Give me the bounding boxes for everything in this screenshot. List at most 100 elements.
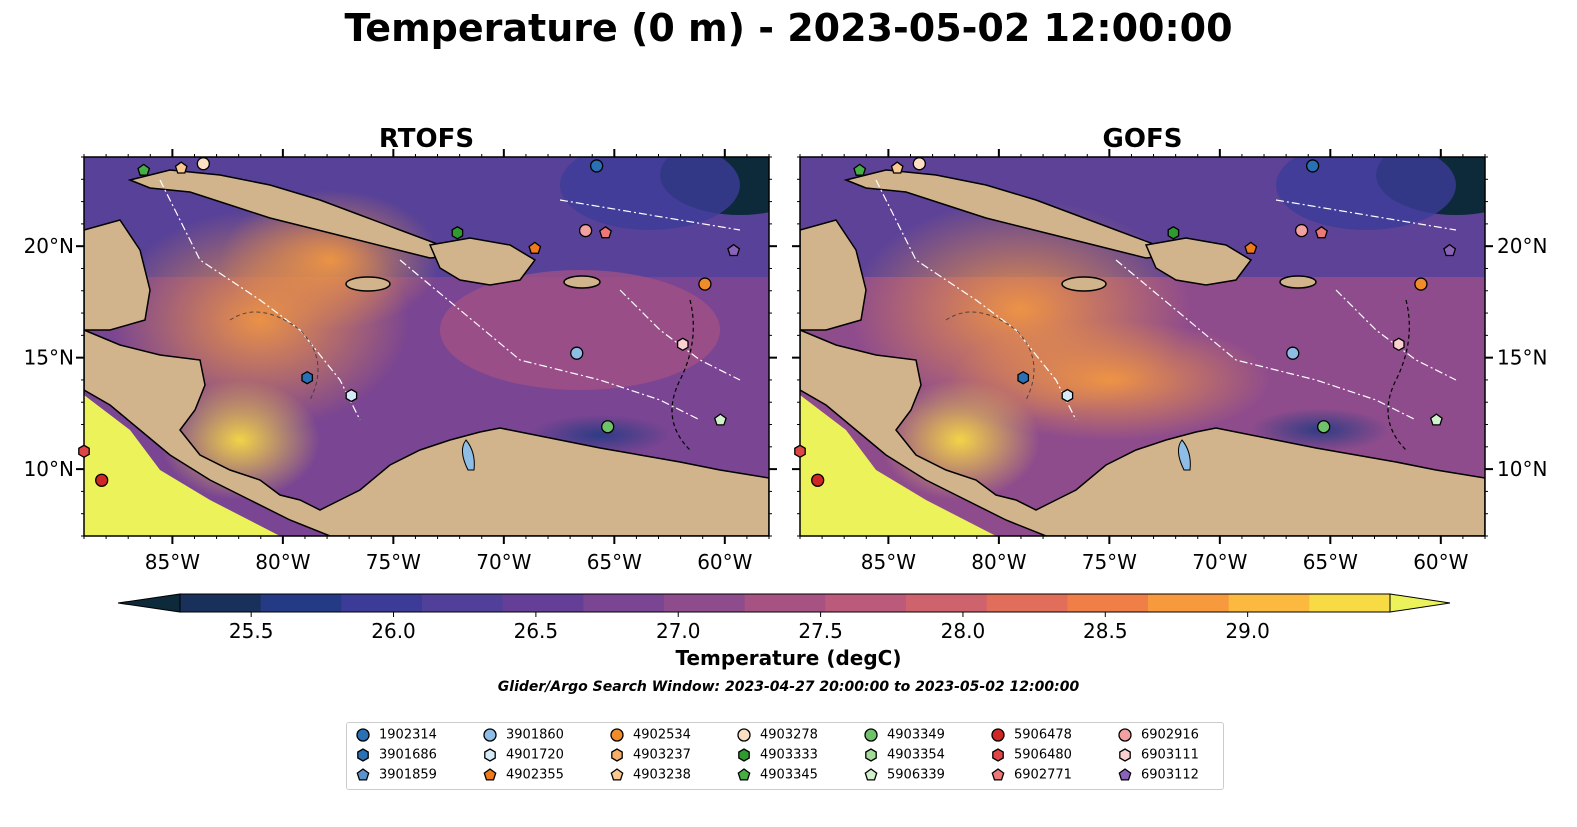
- hexagon-icon: [865, 748, 877, 762]
- float-marker-4903278: [196, 157, 210, 171]
- legend-label: 3901686: [379, 747, 437, 763]
- float-marker-4903333: [1167, 226, 1180, 240]
- pentagon-icon: [864, 768, 878, 781]
- float-marker-4903333: [451, 226, 464, 240]
- pentagon-icon: [737, 768, 751, 781]
- float-marker-3901686: [1017, 370, 1030, 385]
- legend-label: 6903112: [1141, 767, 1199, 783]
- lat-tick-label: 15°N: [24, 346, 74, 370]
- legend-item-4902355: 4902355: [482, 767, 564, 784]
- legend-item-6902771: 6902771: [990, 767, 1072, 784]
- map-panel-gofs: [799, 156, 1486, 537]
- float-marker-5906480: [78, 444, 90, 459]
- colorbar-segment: [502, 594, 584, 612]
- legend-item-4901720: 4901720: [482, 747, 564, 764]
- colorbar-segment: [1228, 594, 1310, 612]
- legend-label: 4903349: [887, 727, 945, 743]
- legend-item-6903112: 6903112: [1117, 767, 1199, 784]
- lon-tick-label: 60°W: [1413, 550, 1468, 574]
- float-legend: 1902314 3901686 3901859 3901860 4901720 49023…: [346, 722, 1224, 790]
- legend-label: 6903111: [1141, 747, 1199, 763]
- float-marker-3901860: [570, 346, 584, 360]
- colorbar-segment: [260, 594, 342, 612]
- pentagon-icon: [1118, 768, 1132, 781]
- colorbar-tick-label: 28.0: [941, 619, 986, 643]
- float-marker-5906339: [1429, 413, 1443, 426]
- lat-tick-label: 20°N: [1497, 234, 1547, 258]
- hexagon-icon: [992, 748, 1004, 762]
- panel-title: GOFS: [1103, 124, 1183, 154]
- legend-item-4903278: 4903278: [736, 727, 818, 744]
- float-marker-4903349: [1317, 420, 1331, 434]
- pentagon-icon: [356, 768, 370, 781]
- float-marker-6903112: [1443, 243, 1457, 257]
- float-marker-4902355: [1244, 241, 1258, 254]
- colorbar-segment: [986, 594, 1068, 612]
- panel-title: RTOFS: [379, 124, 474, 154]
- hexagon-icon: [611, 748, 623, 762]
- float-marker-4902355: [528, 241, 542, 254]
- hexagon-icon: [357, 748, 369, 762]
- legend-label: 4903237: [633, 747, 691, 763]
- legend-label: 6902916: [1141, 727, 1199, 743]
- legend-label: 4903354: [887, 747, 945, 763]
- colorbar-tick-label: 26.0: [371, 619, 416, 643]
- lon-tick-label: 70°W: [476, 550, 531, 574]
- float-marker-1902314: [589, 159, 604, 173]
- float-marker-6902771: [599, 225, 612, 239]
- lon-tick-label: 75°W: [1082, 550, 1137, 574]
- lon-tick-label: 65°W: [587, 550, 642, 574]
- legend-label: 5906478: [1014, 727, 1072, 743]
- legend-item-6903111: 6903111: [1117, 747, 1199, 764]
- colorbar-segment: [744, 594, 826, 612]
- legend-item-4903345: 4903345: [736, 767, 818, 784]
- lon-tick-label: 80°W: [255, 550, 310, 574]
- float-marker-4901720: [345, 388, 358, 403]
- float-marker-6902916: [578, 223, 593, 238]
- circle-icon: [864, 728, 878, 742]
- float-marker-4903345: [137, 163, 151, 176]
- pentagon-icon: [483, 768, 497, 781]
- float-marker-6902916: [1294, 223, 1309, 238]
- legend-label: 5906480: [1014, 747, 1072, 763]
- legend-label: 4901720: [506, 747, 564, 763]
- legend-item-3901859: 3901859: [355, 767, 437, 784]
- float-marker-6903111: [1392, 337, 1405, 352]
- colorbar-segment: [664, 594, 746, 612]
- float-marker-5906478: [811, 473, 825, 487]
- lon-tick-label: 85°W: [861, 550, 916, 574]
- legend-item-4903237: 4903237: [609, 747, 691, 764]
- lon-tick-label: 70°W: [1192, 550, 1247, 574]
- map-panel-rtofs: [83, 156, 770, 537]
- lon-tick-label: 80°W: [971, 550, 1026, 574]
- colorbar-tick-label: 26.5: [514, 619, 559, 643]
- lon-tick-label: 60°W: [697, 550, 752, 574]
- hexagon-icon: [484, 748, 496, 762]
- colorbar-extend-min: [117, 593, 181, 613]
- legend-item-5906478: 5906478: [990, 727, 1072, 744]
- colorbar-tick-label: 25.5: [229, 619, 274, 643]
- legend-item-3901860: 3901860: [482, 727, 564, 744]
- circle-icon: [483, 728, 497, 742]
- colorbar-segment: [1067, 594, 1149, 612]
- colorbar-extend-max: [1389, 593, 1451, 613]
- circle-icon: [610, 728, 624, 742]
- float-marker-5906478: [95, 473, 109, 487]
- circle-icon: [737, 728, 751, 742]
- colorbar-segment: [1148, 594, 1230, 612]
- hexagon-icon: [1119, 748, 1131, 762]
- legend-item-5906480: 5906480: [990, 747, 1072, 764]
- search-window-text: Glider/Argo Search Window: 2023-04-27 20…: [497, 679, 1080, 695]
- legend-label: 1902314: [379, 727, 437, 743]
- float-marker-4902534: [698, 277, 712, 291]
- legend-item-4902534: 4902534: [609, 727, 691, 744]
- lat-tick-label: 15°N: [1497, 346, 1547, 370]
- circle-icon: [1118, 728, 1132, 742]
- colorbar-tick-label: 28.5: [1083, 619, 1128, 643]
- float-marker-6903111: [676, 337, 689, 352]
- legend-item-4903349: 4903349: [863, 727, 945, 744]
- legend-item-3901686: 3901686: [355, 747, 437, 764]
- float-marker-4903238: [890, 161, 904, 174]
- circle-icon: [991, 728, 1005, 742]
